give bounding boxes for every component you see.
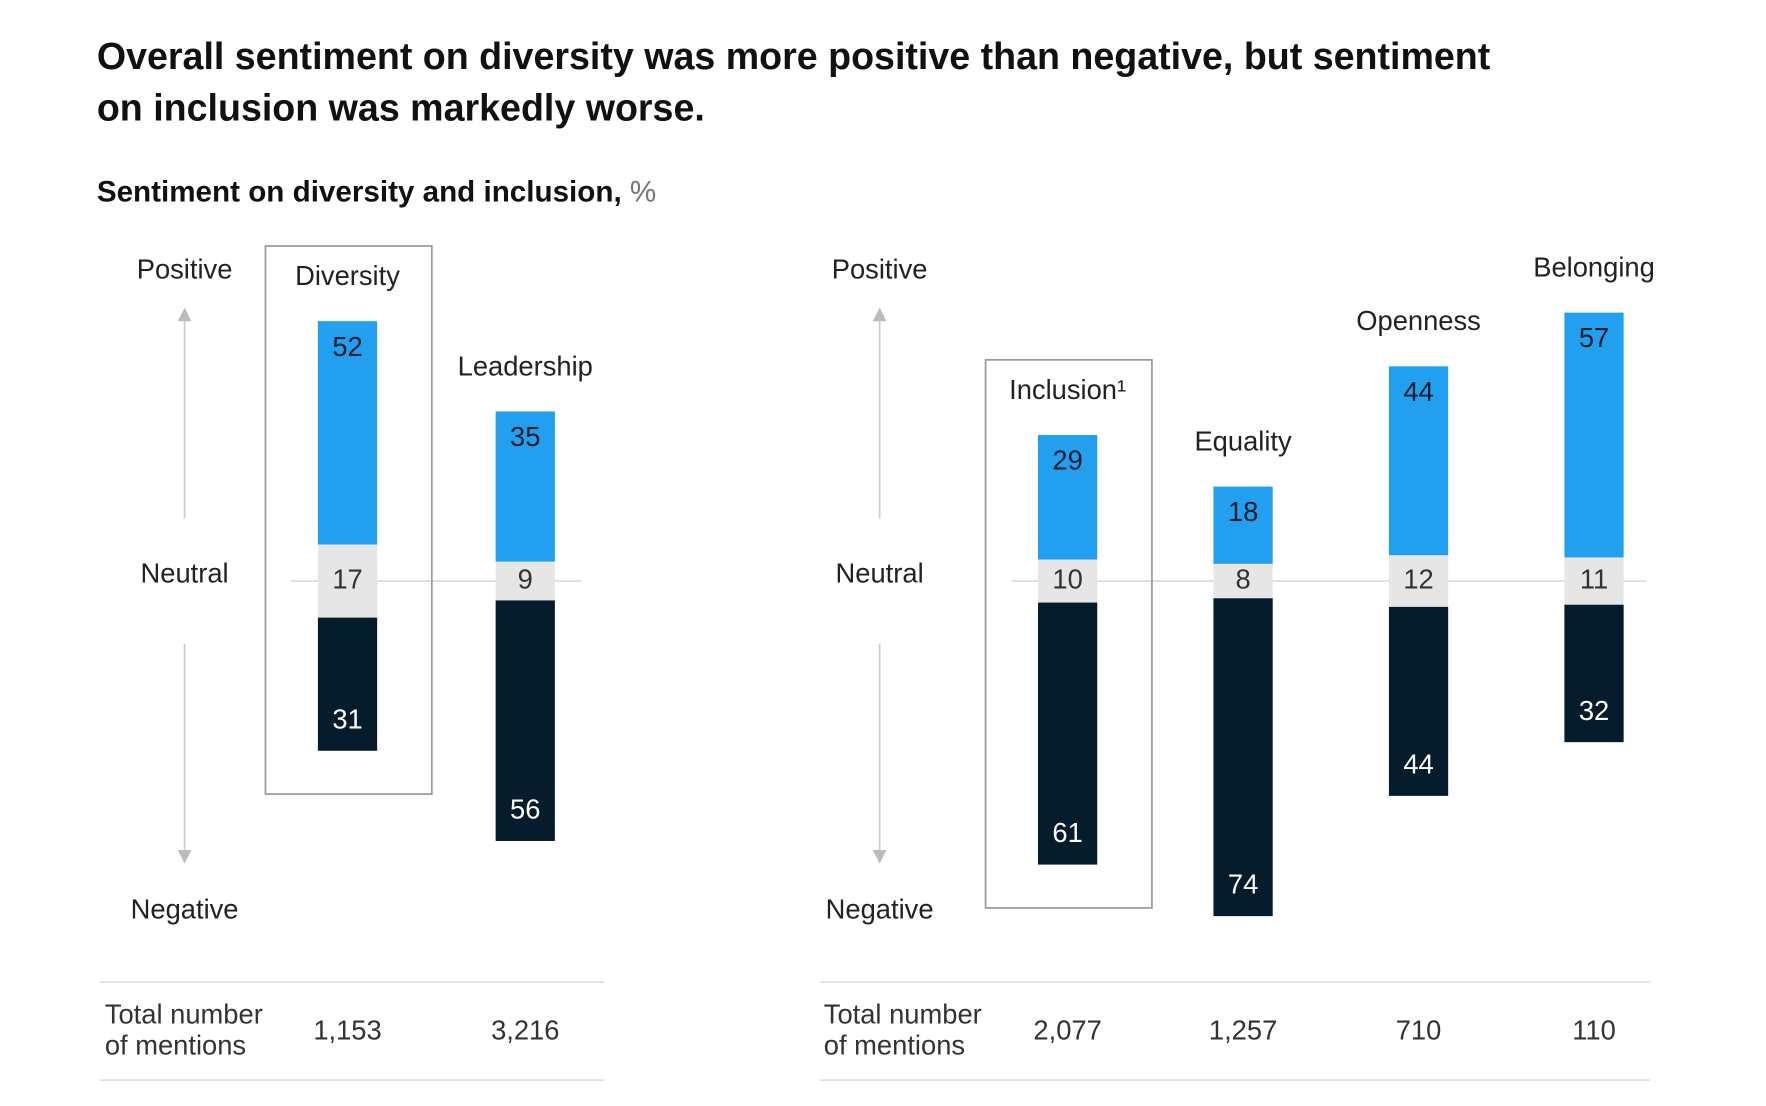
axis-label: Positive <box>832 253 928 284</box>
value-label: 52 <box>332 331 362 362</box>
arrow-head <box>872 849 887 864</box>
category-label: Inclusion¹ <box>1009 374 1126 405</box>
arrow-head <box>177 849 192 864</box>
bar-positive <box>1564 312 1624 558</box>
value-label: 61 <box>1052 817 1082 848</box>
category-label: Equality <box>1194 426 1292 457</box>
bar-negative <box>1388 606 1449 796</box>
totals-label: Total number <box>824 999 982 1030</box>
total-value: 1,153 <box>313 1015 381 1046</box>
totals-label: Total number <box>105 999 263 1030</box>
bar-negative <box>1037 602 1098 865</box>
bar-positive <box>1213 486 1273 564</box>
value-label: 12 <box>1403 563 1433 594</box>
bar-neutral <box>495 561 555 601</box>
bar-neutral <box>317 544 378 618</box>
subtitle: Sentiment on diversity and inclusion, % <box>97 176 656 209</box>
bar-positive <box>1388 366 1449 556</box>
value-label: 31 <box>332 703 362 734</box>
axis-label: Negative <box>826 894 934 925</box>
value-label: 9 <box>518 563 533 594</box>
bar-positive <box>317 321 378 545</box>
arrow-head <box>177 307 192 322</box>
bar-neutral <box>1213 563 1273 599</box>
bar-negative <box>1213 598 1273 917</box>
value-label: 17 <box>332 563 362 594</box>
total-value: 110 <box>1572 1015 1616 1046</box>
title-line: Overall sentiment on diversity was more … <box>97 35 1491 77</box>
unit: % <box>630 176 656 209</box>
totals-label: of mentions <box>824 1029 965 1060</box>
bar-negative <box>317 617 378 751</box>
subtitle-text: Sentiment on diversity and inclusion, <box>97 176 622 209</box>
total-value: 3,216 <box>491 1015 559 1046</box>
value-label: 74 <box>1228 869 1258 900</box>
bar-positive <box>495 411 555 562</box>
bar-neutral <box>1388 555 1449 607</box>
category-label: Openness <box>1356 305 1481 336</box>
value-label: 32 <box>1579 695 1609 726</box>
value-label: 57 <box>1579 322 1609 353</box>
highlight-box <box>264 245 433 795</box>
canvas: Overall sentiment on diversity was more … <box>97 35 1655 1082</box>
value-label: 10 <box>1052 563 1082 594</box>
arrow-head <box>872 307 887 322</box>
total-value: 710 <box>1396 1015 1442 1046</box>
value-label: 29 <box>1052 445 1082 476</box>
highlight-box <box>984 358 1153 909</box>
title-line: on inclusion was markedly worse. <box>97 86 705 128</box>
total-value: 1,257 <box>1209 1015 1277 1046</box>
bar-positive <box>1037 435 1098 560</box>
category-label: Leadership <box>458 350 593 381</box>
value-label: 8 <box>1235 563 1250 594</box>
axis-label: Negative <box>131 894 239 925</box>
totals-label: of mentions <box>105 1029 246 1060</box>
value-label: 44 <box>1403 376 1433 407</box>
bar-neutral <box>1564 557 1624 605</box>
value-label: 18 <box>1228 496 1258 527</box>
value-label: 35 <box>510 421 540 452</box>
value-label: 44 <box>1403 748 1433 779</box>
bar-neutral <box>1037 559 1098 603</box>
category-label: Diversity <box>295 260 400 291</box>
bar-negative <box>1564 604 1624 743</box>
axis-label: Neutral <box>141 558 229 589</box>
axis-label: Neutral <box>836 558 924 589</box>
value-label: 56 <box>510 794 540 825</box>
total-value: 2,077 <box>1033 1015 1101 1046</box>
category-label: Belonging <box>1533 252 1655 283</box>
value-label: 11 <box>1580 563 1608 594</box>
bar-negative <box>495 600 555 841</box>
axis-label: Positive <box>137 253 233 284</box>
